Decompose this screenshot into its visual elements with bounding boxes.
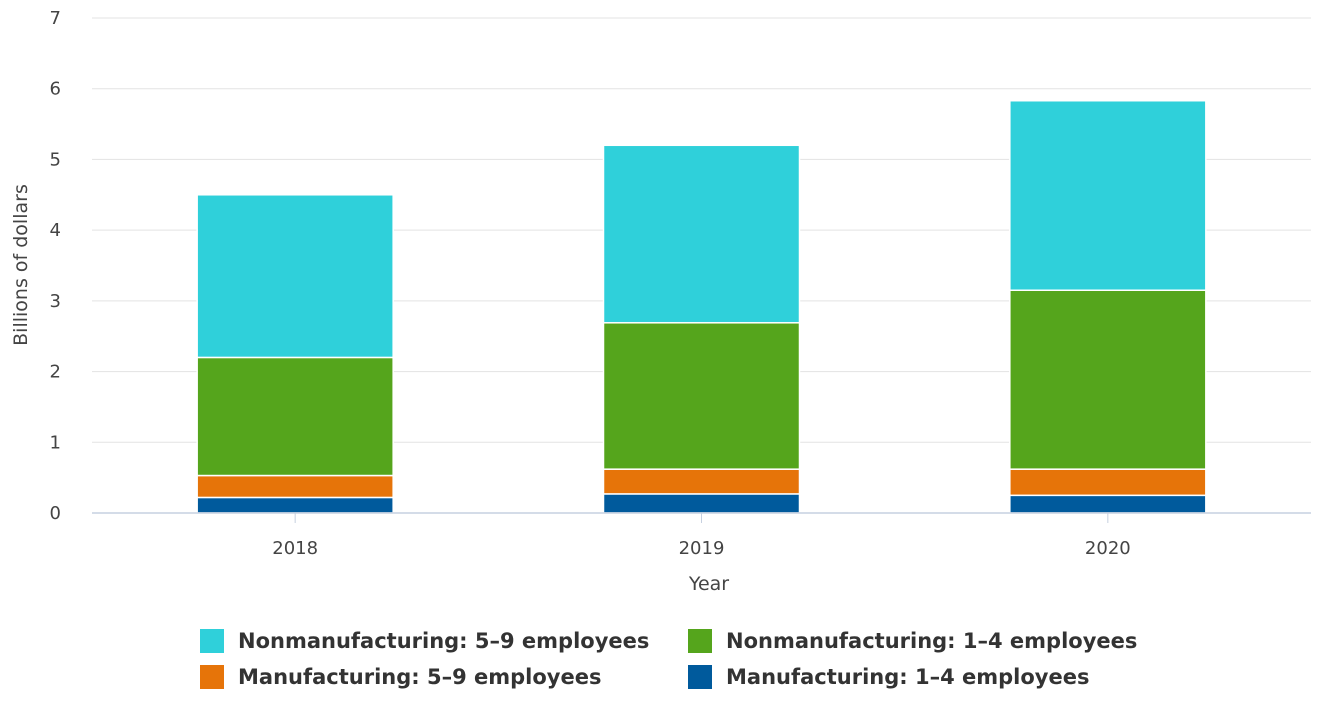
y-tick-label: 2 [50,362,61,383]
y-tick-label: 0 [50,503,61,524]
bar-segment [602,322,801,470]
y-axis-ticks: 0 1 2 3 4 5 6 7 [50,8,61,524]
bar-segment [602,493,801,514]
legend-item[interactable]: Manufacturing: 5–9 employees [200,665,601,689]
y-tick-label: 3 [50,291,61,312]
legend: Nonmanufacturing: 5–9 employees Nonmanufa… [200,629,1137,689]
legend-swatch [688,629,712,653]
bar-segment [196,356,394,477]
legend-swatch [688,665,712,689]
bar-segment [196,496,394,514]
x-axis: 2018 2019 2020 [92,512,1311,559]
y-tick-label: 5 [50,149,61,170]
bars [196,99,1207,514]
legend-swatch [200,665,224,689]
bar-segment [1009,468,1207,497]
y-tick-label: 4 [50,220,61,241]
bar-segment [1009,99,1207,291]
legend-label: Manufacturing: 1–4 employees [726,665,1089,689]
legend-label: Manufacturing: 5–9 employees [238,665,601,689]
x-axis-title: Year [688,573,729,595]
legend-label: Nonmanufacturing: 1–4 employees [726,629,1137,653]
y-tick-label: 7 [50,8,61,29]
bar-segment [196,194,394,359]
legend-item[interactable]: Nonmanufacturing: 1–4 employees [688,629,1137,653]
legend-item[interactable]: Nonmanufacturing: 5–9 employees [200,629,649,653]
bar-segment [196,474,394,499]
legend-item[interactable]: Manufacturing: 1–4 employees [688,665,1089,689]
y-axis-title: Billions of dollars [10,184,32,346]
legend-swatch [200,629,224,653]
y-tick-label: 6 [50,79,61,100]
bar-segment [1009,289,1207,470]
bar-segment [602,468,801,495]
x-tick-label: 2020 [1085,538,1131,559]
y-tick-label: 1 [50,432,61,453]
bar-segment [1009,494,1207,514]
bar-segment [602,144,801,324]
legend-label: Nonmanufacturing: 5–9 employees [238,629,649,653]
x-tick-label: 2018 [272,538,318,559]
x-tick-label: 2019 [679,538,725,559]
